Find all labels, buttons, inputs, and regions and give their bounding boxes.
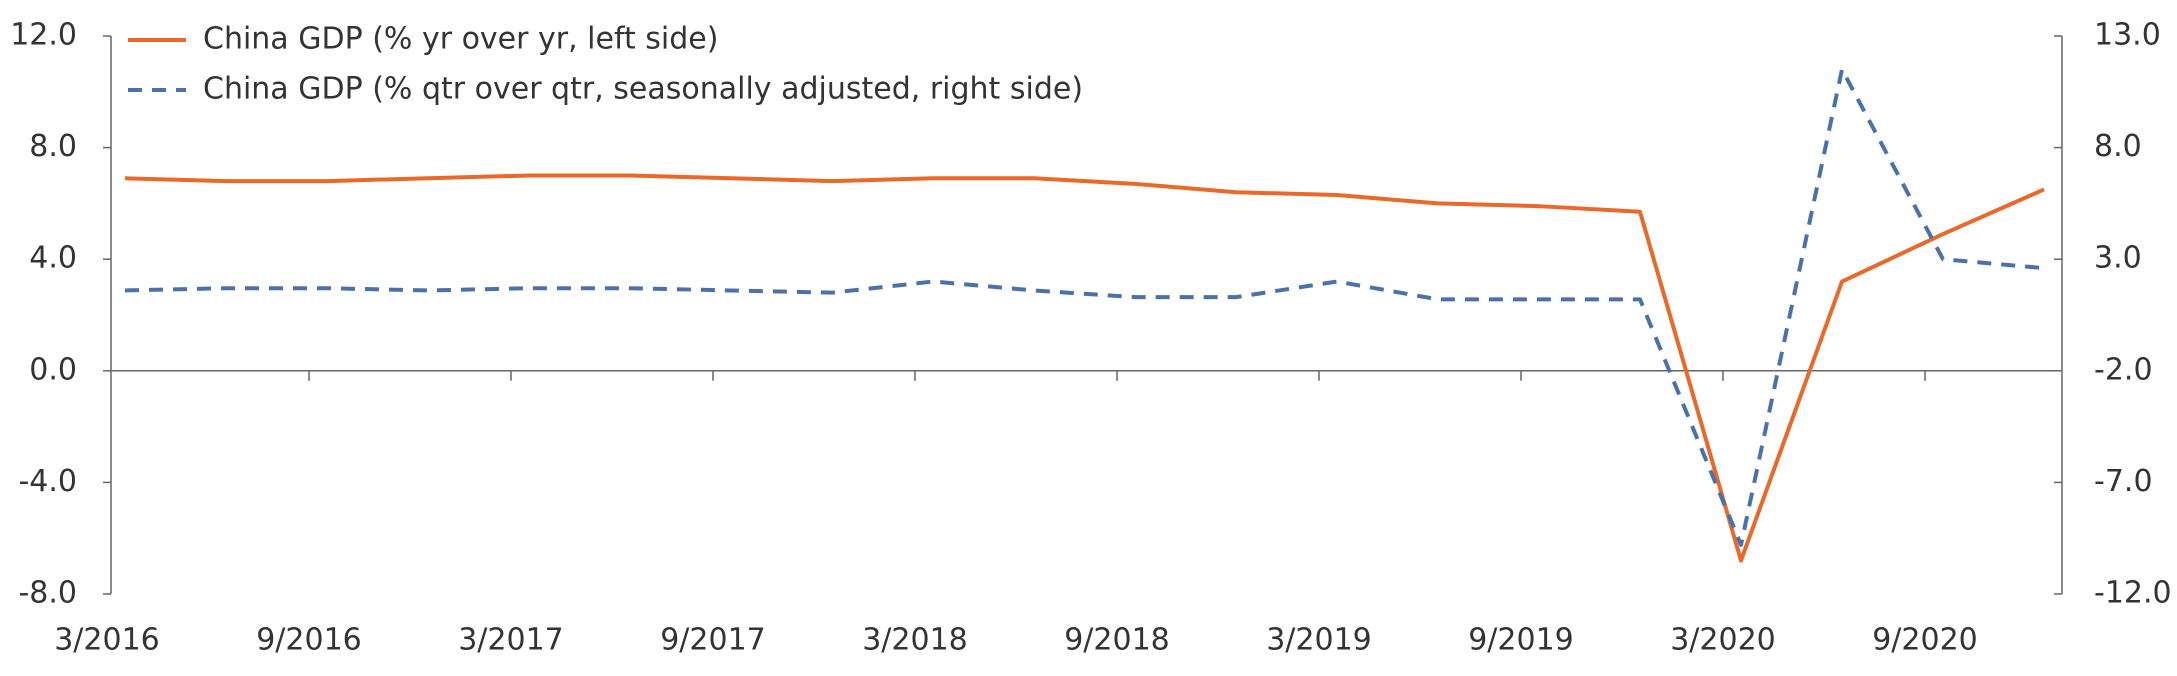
x-tick-label: 9/2017 [660, 623, 766, 658]
y2-tick-label: 8.0 [2094, 129, 2142, 164]
x-tick-label: 9/2016 [256, 623, 362, 658]
legend-label: China GDP (% yr over yr, left side) [203, 22, 718, 57]
x-tick-label: 3/2017 [458, 623, 564, 658]
x-tick-label: 9/2019 [1468, 623, 1574, 658]
y2-tick-label: 13.0 [2094, 18, 2161, 53]
x-tick-label: 3/2018 [862, 623, 968, 658]
y-tick-label: 12.0 [10, 18, 77, 53]
y2-tick-label: 3.0 [2094, 241, 2142, 276]
x-tick-label: 3/2016 [54, 623, 160, 658]
y-tick-label: 4.0 [29, 241, 77, 276]
x-tick-label: 3/2019 [1266, 623, 1372, 658]
legend-label: China GDP (% qtr over qtr, seasonally ad… [203, 72, 1083, 107]
y2-tick-label: -2.0 [2094, 352, 2153, 387]
y-tick-label: 8.0 [29, 129, 77, 164]
y2-tick-label: -12.0 [2094, 576, 2172, 611]
y-tick-label: -4.0 [18, 464, 77, 499]
y-tick-label: 0.0 [29, 352, 77, 387]
series-line [124, 67, 2045, 547]
y-tick-label: -8.0 [18, 576, 77, 611]
y2-tick-label: -7.0 [2094, 464, 2153, 499]
x-tick-label: 9/2020 [1872, 623, 1978, 658]
x-tick-label: 3/2020 [1670, 623, 1776, 658]
series-line [124, 173, 2045, 563]
x-tick-label: 9/2018 [1064, 623, 1170, 658]
